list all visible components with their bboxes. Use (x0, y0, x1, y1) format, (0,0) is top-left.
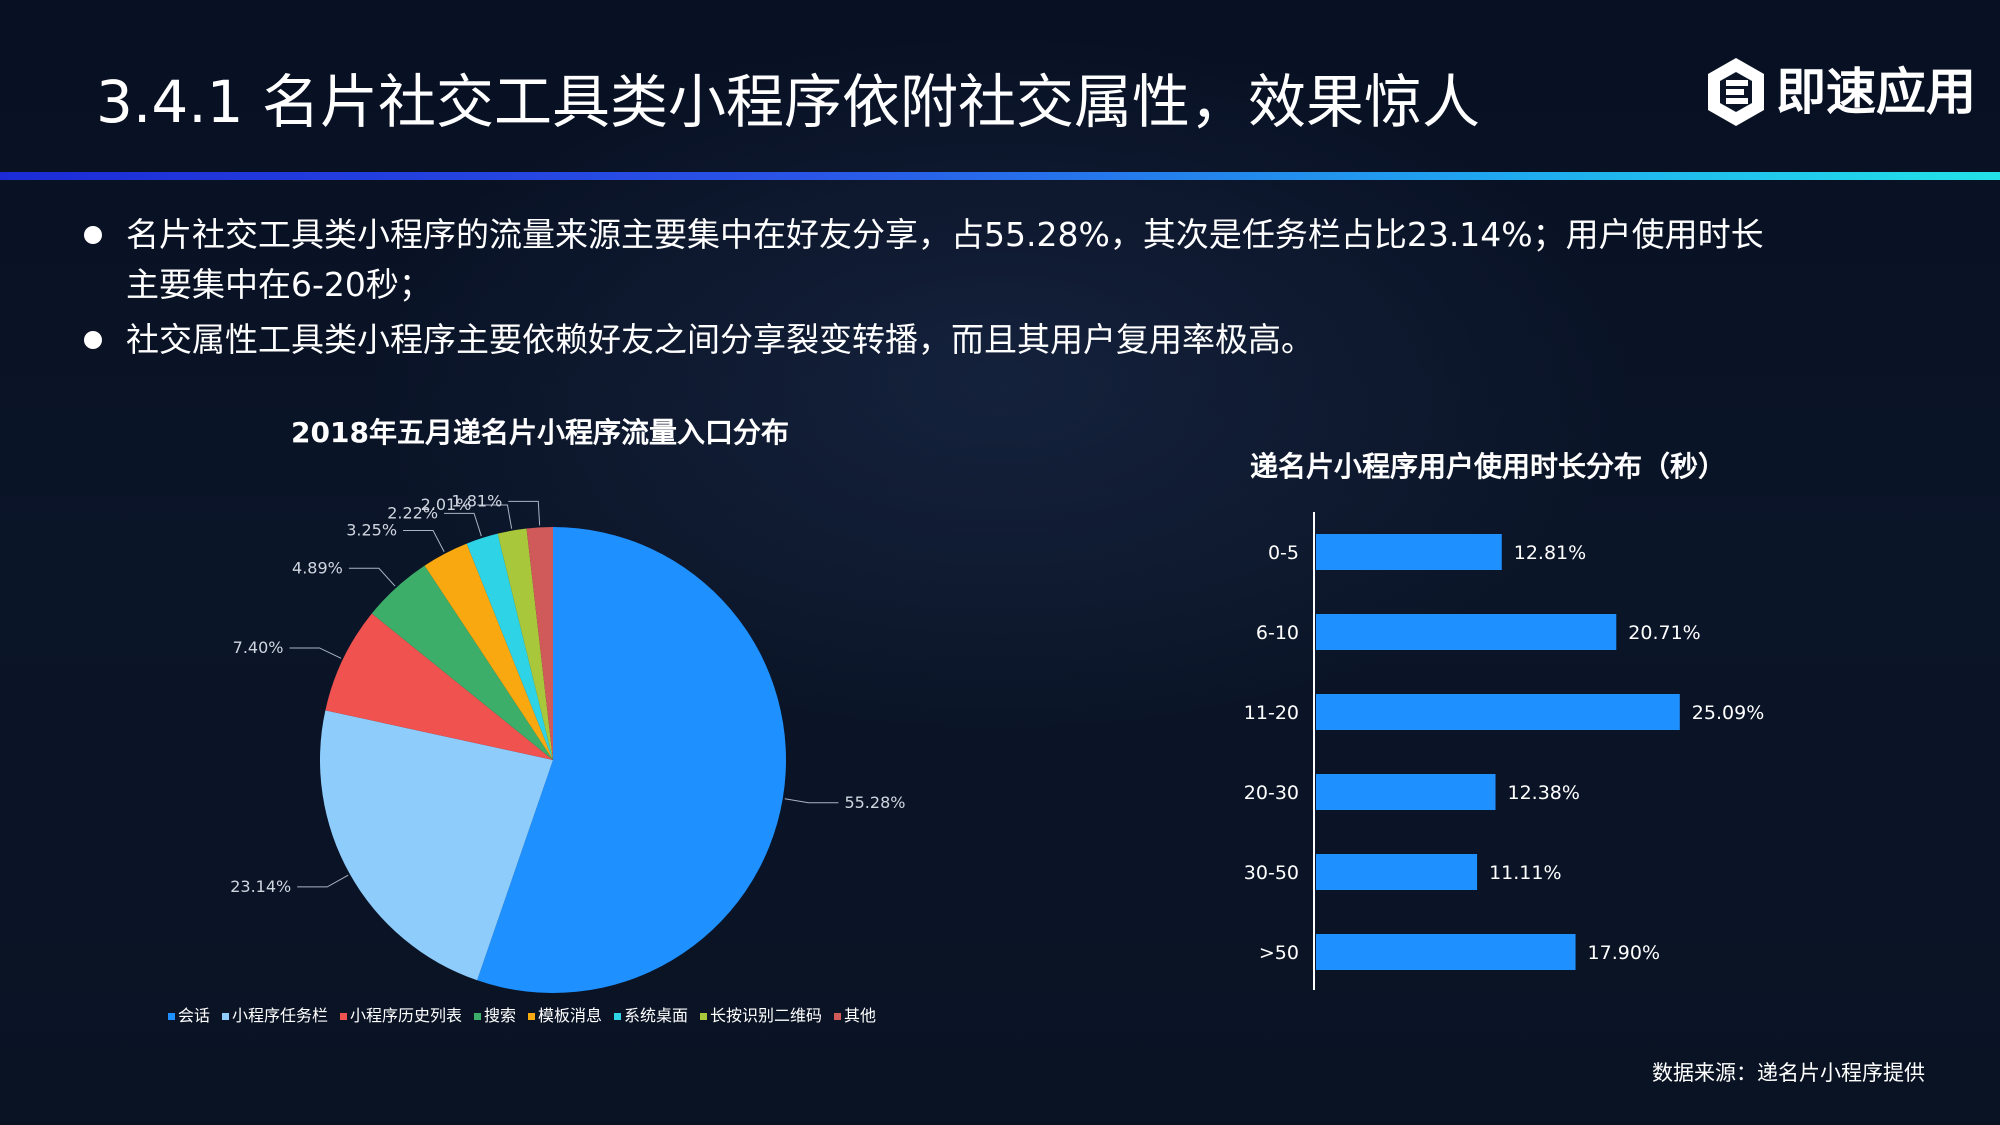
pie-label-1: 55.28% (844, 793, 905, 812)
pie-slice-7 (497, 528, 553, 760)
bar-value-label-4: 12.38% (1508, 782, 1580, 804)
pie-slice-5 (424, 543, 553, 760)
legend-swatch-1 (168, 1013, 175, 1020)
pie-slice-8 (526, 527, 553, 760)
legend-swatch-4 (474, 1013, 481, 1020)
pie-label-6: 2.22% (387, 503, 438, 522)
bullet-dot-icon (84, 226, 102, 244)
pie-legend: 会话 小程序任务栏 小程序历史列表 搜索 模板消息 系统桌面 长按识别二维码 其他 (168, 1006, 876, 1025)
bar-value-label-2: 20.71% (1628, 622, 1700, 644)
legend-swatch-8 (834, 1013, 841, 1020)
bar-6 (1316, 934, 1576, 970)
legend-label-7: 长按识别二维码 (710, 1006, 822, 1025)
brand-logo: 即速应用 (1704, 52, 1980, 132)
pie-slice-2 (320, 710, 553, 981)
bar-3 (1316, 694, 1680, 730)
pie-leader-line-2 (297, 874, 349, 888)
legend-label-5: 模板消息 (538, 1006, 602, 1025)
bar-marks: 0-5 12.81% 6-10 20.71% 11-20 25.09% 20-30 12.38… (1244, 534, 1764, 970)
legend-label-2: 小程序任务栏 (232, 1006, 328, 1025)
brand-logo-icon (1708, 58, 1764, 126)
legend-swatch-6 (614, 1013, 621, 1020)
legend-swatch-3 (340, 1013, 347, 1020)
pie-label-5: 3.25% (346, 520, 397, 539)
bar-value-label-3: 25.09% (1692, 702, 1764, 724)
bar-category-label-4: 20-30 (1244, 782, 1299, 804)
bar-5 (1316, 854, 1478, 890)
pie-slice-6 (466, 533, 553, 760)
bullet-item-1: 名片社交工具类小程序的流量来源主要集中在好友分享，占55.28%，其次是任务栏占… (84, 210, 1764, 310)
legend-label-3: 小程序历史列表 (350, 1006, 462, 1025)
pie-label-8: 1.81% (451, 491, 502, 510)
bar-category-label-3: 11-20 (1244, 702, 1299, 724)
legend-swatch-2 (222, 1013, 229, 1020)
pie-slice-1 (477, 527, 786, 993)
legend-swatch-5 (528, 1013, 535, 1020)
bar-2 (1316, 614, 1617, 650)
bar-1 (1316, 534, 1502, 570)
pie-slice-3 (325, 613, 553, 760)
pie-label-2: 23.14% (230, 877, 291, 896)
pie-leader-line-7 (477, 504, 513, 529)
pie-leader-line-4 (348, 567, 396, 587)
pie-leader-line-1 (784, 798, 839, 804)
pie-leader-line-5 (403, 529, 445, 552)
bullet-item-2: 社交属性工具类小程序主要依赖好友之间分享裂变转播，而且其用户复用率极高。 (84, 315, 1764, 365)
legend-label-8: 其他 (844, 1006, 876, 1025)
pie-label-4: 4.89% (292, 558, 343, 577)
bar-chart-title: 递名片小程序用户使用时长分布（秒） (1250, 450, 1726, 483)
bar-value-label-6: 17.90% (1588, 942, 1660, 964)
bullet-text-1: 名片社交工具类小程序的流量来源主要集中在好友分享，占55.28%，其次是任务栏占… (126, 215, 1764, 304)
bullet-dot-icon (84, 331, 102, 349)
pie-label-3: 7.40% (233, 638, 284, 657)
title-divider (0, 172, 2000, 180)
pie-label-7: 2.01% (421, 495, 472, 514)
pie-slice-4 (371, 565, 553, 760)
brand-name: 即速应用 (1776, 63, 1976, 121)
slide-title: 3.4.1 名片社交工具类小程序依附社交属性，效果惊人 (96, 68, 1481, 136)
source-note: 数据来源：递名片小程序提供 (1652, 1061, 1925, 1085)
bullet-text-2: 社交属性工具类小程序主要依赖好友之间分享裂变转播，而且其用户复用率极高。 (126, 320, 1314, 359)
bar-value-label-5: 11.11% (1489, 862, 1561, 884)
bar-category-label-5: 30-50 (1244, 862, 1299, 884)
bar-4 (1316, 774, 1496, 810)
bar-category-label-6: >50 (1259, 942, 1299, 964)
legend-label-1: 会话 (178, 1006, 210, 1025)
pie-chart-title: 2018年五月递名片小程序流量入口分布 (291, 416, 789, 449)
pie-leader-line-6 (444, 512, 482, 537)
bar-category-label-2: 6-10 (1256, 622, 1299, 644)
pie-leader-line-3 (289, 647, 342, 659)
legend-label-6: 系统桌面 (624, 1006, 688, 1025)
pie-leader-line-8 (508, 500, 541, 526)
bar-value-label-1: 12.81% (1514, 542, 1586, 564)
legend-swatch-7 (700, 1013, 707, 1020)
pie-labels: 55.28% 23.14% 7.40% 4.89%3.25%2.22%2.01%1.8… (230, 491, 905, 895)
bar-category-label-1: 0-5 (1268, 542, 1299, 564)
legend-label-4: 搜索 (484, 1006, 516, 1025)
pie-slices (320, 527, 786, 993)
